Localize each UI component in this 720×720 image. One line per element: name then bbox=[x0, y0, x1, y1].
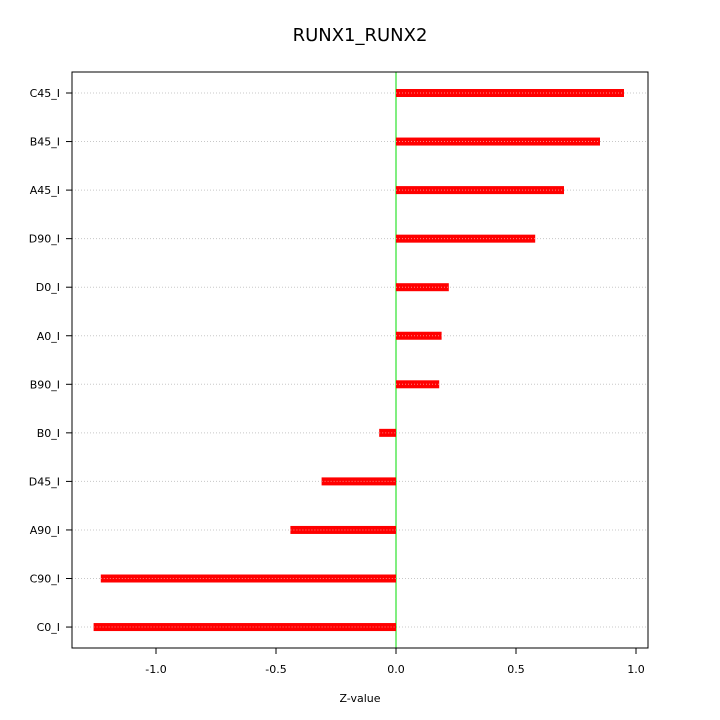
x-tick-label: 0.0 bbox=[387, 663, 405, 676]
y-tick-label: C0_I bbox=[37, 621, 60, 634]
y-tick-label: B90_I bbox=[30, 378, 60, 391]
y-axis: C45_I B45_I A45_I D90_I D0_I A0_I B90_I B0_I D45… bbox=[29, 87, 72, 634]
bar bbox=[396, 283, 449, 292]
bars bbox=[93, 89, 624, 632]
y-tick-label: D0_I bbox=[36, 281, 60, 294]
y-tick-label: B45_I bbox=[30, 136, 60, 149]
y-tick-label: C45_I bbox=[30, 87, 60, 100]
y-tick-label: D45_I bbox=[29, 475, 60, 488]
bar bbox=[379, 428, 396, 437]
bar bbox=[321, 477, 396, 486]
grid-lines bbox=[72, 92, 648, 628]
chart-title: RUNX1_RUNX2 bbox=[293, 25, 428, 46]
bar bbox=[290, 525, 396, 534]
bar bbox=[396, 331, 442, 340]
x-axis: -1.0 -0.5 0.0 0.5 1.0 bbox=[145, 648, 645, 676]
x-tick-label: -0.5 bbox=[265, 663, 286, 676]
y-tick-label: A45_I bbox=[30, 184, 60, 197]
x-tick-label: -1.0 bbox=[145, 663, 166, 676]
x-tick-label: 0.5 bbox=[507, 663, 525, 676]
bar bbox=[93, 623, 396, 632]
y-tick-label: D90_I bbox=[29, 233, 60, 246]
plot-frame bbox=[71, 71, 649, 649]
y-tick-label: C90_I bbox=[30, 573, 60, 586]
y-tick-label: B0_I bbox=[37, 427, 60, 440]
y-tick-label: A0_I bbox=[37, 330, 60, 343]
x-axis-label: Z-value bbox=[339, 692, 380, 705]
y-tick-label: A90_I bbox=[30, 524, 60, 537]
x-tick-label: 1.0 bbox=[627, 663, 645, 676]
